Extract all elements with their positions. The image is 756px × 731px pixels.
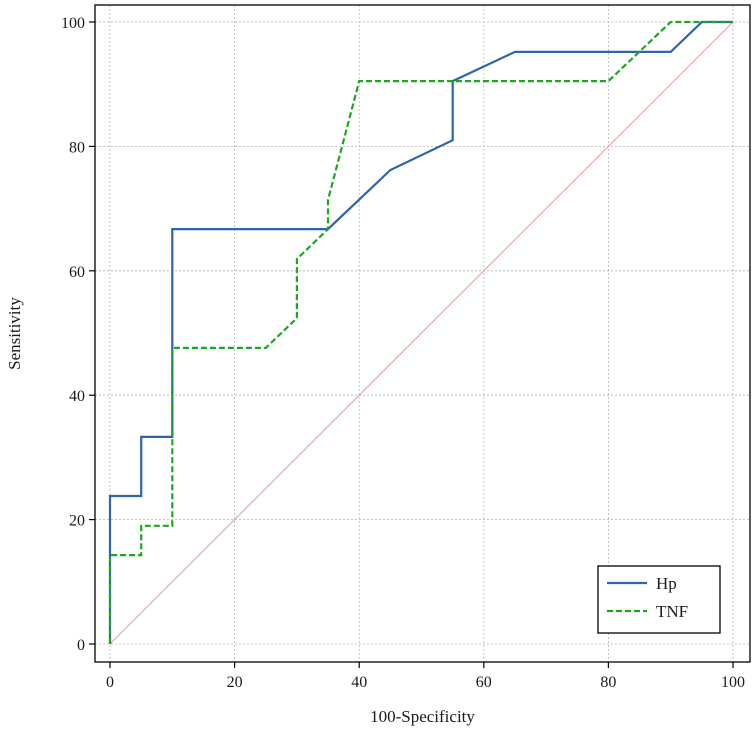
legend: Hp TNF (597, 565, 721, 634)
plot-frame (94, 4, 751, 663)
y-tick-label: 60 (69, 264, 85, 281)
x-tick-label: 100 (721, 674, 745, 691)
y-tick-label: 80 (69, 139, 85, 156)
y-tick-label: 100 (61, 15, 85, 32)
x-tick-label: 20 (227, 674, 243, 691)
y-tick-label: 0 (77, 637, 85, 654)
series-line-hp (108, 20, 733, 644)
y-tick-label: 40 (69, 388, 85, 405)
y-axis-title: Sensitivity (5, 297, 24, 370)
series-lines (108, 20, 733, 644)
x-tick-label: 60 (476, 674, 492, 691)
x-tick-label: 40 (351, 674, 367, 691)
legend-box (597, 565, 721, 634)
grid (95, 5, 750, 662)
axis-ticks: 0 20 40 60 80 100 0 20 40 60 80 100 (61, 15, 745, 691)
x-axis-title: 100-Specificity (370, 707, 475, 726)
series-line-tnf (108, 20, 733, 644)
reference-diagonal-line (109, 21, 734, 645)
y-tick-label: 20 (69, 513, 85, 530)
legend-label-hp: Hp (656, 574, 677, 593)
legend-label-tnf: TNF (656, 602, 688, 621)
x-tick-label: 0 (106, 674, 114, 691)
x-tick-label: 80 (600, 674, 616, 691)
